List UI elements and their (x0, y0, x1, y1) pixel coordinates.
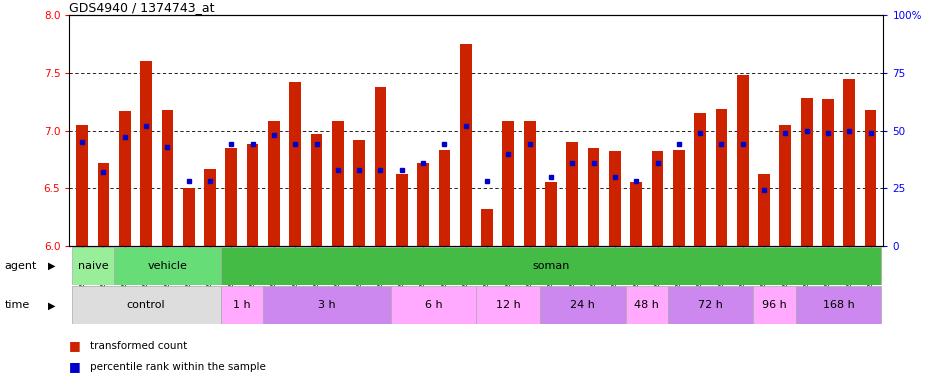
Bar (844, 79, 855, 246)
Bar (545, 182, 557, 246)
Bar (247, 144, 258, 246)
Bar (460, 44, 472, 246)
Text: soman: soman (532, 261, 570, 271)
Bar (737, 75, 748, 246)
Text: time: time (5, 300, 30, 310)
Text: 6 h: 6 h (425, 300, 442, 310)
Bar (540, 286, 625, 324)
Bar (183, 188, 194, 246)
Bar (391, 286, 476, 324)
Bar (502, 121, 514, 246)
Bar (353, 140, 365, 246)
Bar (524, 121, 536, 246)
Bar (673, 150, 684, 246)
Bar (695, 113, 706, 246)
Bar (114, 247, 221, 285)
Text: 24 h: 24 h (571, 300, 596, 310)
Bar (71, 286, 221, 324)
Bar (609, 151, 621, 246)
Text: ■: ■ (69, 339, 81, 352)
Bar (98, 163, 109, 246)
Bar (758, 174, 770, 246)
Bar (796, 286, 882, 324)
Text: 1 h: 1 h (233, 300, 251, 310)
Text: ▶: ▶ (48, 261, 55, 271)
Bar (651, 151, 663, 246)
Bar (311, 134, 323, 246)
Bar (141, 61, 152, 246)
Text: 12 h: 12 h (496, 300, 521, 310)
Bar (375, 87, 387, 246)
Bar (417, 163, 429, 246)
Bar (332, 121, 344, 246)
Bar (438, 150, 450, 246)
Bar (780, 125, 791, 246)
Text: 3 h: 3 h (318, 300, 336, 310)
Bar (625, 286, 668, 324)
Text: agent: agent (5, 261, 37, 271)
Text: control: control (127, 300, 166, 310)
Text: ■: ■ (69, 360, 81, 373)
Bar (264, 286, 391, 324)
Text: 96 h: 96 h (762, 300, 787, 310)
Text: naive: naive (78, 261, 108, 271)
Bar (76, 125, 88, 246)
Bar (221, 286, 264, 324)
Bar (587, 148, 599, 246)
Text: 72 h: 72 h (698, 300, 723, 310)
Text: vehicle: vehicle (147, 261, 188, 271)
Bar (268, 121, 279, 246)
Bar (668, 286, 753, 324)
Text: 168 h: 168 h (822, 300, 855, 310)
Bar (630, 182, 642, 246)
Bar (226, 148, 237, 246)
Bar (204, 169, 216, 246)
Text: 48 h: 48 h (635, 300, 660, 310)
Bar (71, 247, 114, 285)
Bar (865, 110, 877, 246)
Bar (566, 142, 578, 246)
Bar (801, 98, 812, 246)
Bar (162, 110, 173, 246)
Bar (119, 111, 130, 246)
Text: GDS4940 / 1374743_at: GDS4940 / 1374743_at (69, 1, 215, 14)
Text: ▶: ▶ (48, 300, 55, 310)
Text: transformed count: transformed count (90, 341, 187, 351)
Bar (753, 286, 796, 324)
Bar (221, 247, 882, 285)
Bar (396, 174, 408, 246)
Bar (481, 209, 493, 246)
Bar (476, 286, 540, 324)
Text: percentile rank within the sample: percentile rank within the sample (90, 362, 265, 372)
Bar (822, 99, 833, 246)
Bar (716, 109, 727, 246)
Bar (290, 82, 302, 246)
